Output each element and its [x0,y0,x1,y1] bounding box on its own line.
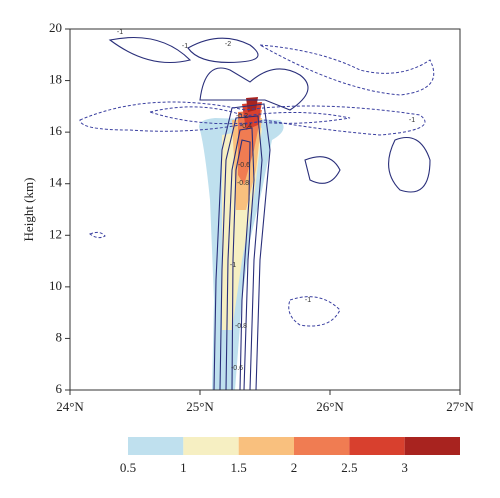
x-tick-label: 25°N [186,399,214,414]
contour-label: -1 [182,43,188,50]
contour-label: -1 [230,262,236,269]
colorbar-label: 1 [180,460,187,475]
y-tick-label: 6 [56,381,63,396]
contour-label: -0.4 [240,123,252,130]
y-axis-label: Height (km) [21,178,36,242]
contour-label: -1 [117,29,123,36]
colorbar-box [238,437,294,455]
colorbar-label: 3 [401,460,408,475]
colorbar-box [349,437,405,455]
x-tick-label: 24°N [56,399,84,414]
y-tick-label: 10 [49,278,62,293]
contour-label: -0.8 [235,323,247,330]
contour-label: -0.8 [237,180,249,187]
contour-label: -1 [305,297,311,304]
y-tick-label: 12 [49,226,62,241]
plot-decoration [79,37,435,391]
contour-label: -1 [409,117,415,124]
colorbar-box [128,437,184,455]
colorbar-box [294,437,350,455]
contour-label: -0.2 [236,113,248,120]
colorbar-label: 1.5 [231,460,247,475]
colorbar-label: 0.5 [120,460,136,475]
colorbar-box [404,437,460,455]
contour-label: -0.6 [238,162,250,169]
y-tick-label: 14 [49,175,63,190]
y-tick-label: 20 [49,20,62,35]
y-tick-label: 18 [49,72,62,87]
x-tick-label: 27°N [446,399,474,414]
y-tick-label: 8 [56,329,63,344]
x-tick-label: 26°N [316,399,344,414]
contour-label: -0.6 [231,365,243,372]
y-tick-label: 16 [49,123,63,138]
plot-frame [69,28,461,391]
colorbar-box [183,437,239,455]
colorbar-label: 2.5 [341,460,357,475]
colorbar-label: 2 [291,460,298,475]
contour-label: -2 [225,41,231,48]
